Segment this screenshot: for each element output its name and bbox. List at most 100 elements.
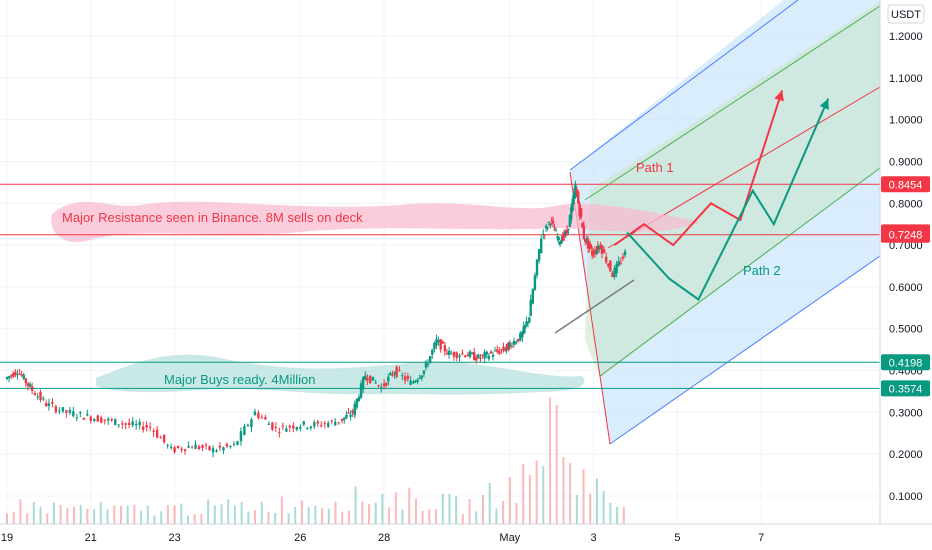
volume-bar bbox=[260, 501, 263, 524]
x-tick-label: 5 bbox=[674, 532, 680, 544]
candle-body bbox=[549, 224, 552, 226]
candle-body bbox=[531, 289, 535, 304]
candle-body bbox=[75, 417, 79, 419]
candle-body bbox=[327, 422, 330, 427]
y-tick-label: 1.2000 bbox=[889, 31, 923, 43]
price-scale-background bbox=[880, 0, 932, 524]
candle-body bbox=[592, 252, 595, 255]
price-tag-label: 0.4198 bbox=[889, 357, 923, 369]
candle-body bbox=[155, 429, 159, 438]
volume-bar bbox=[200, 513, 203, 524]
y-tick-label: 0.9000 bbox=[889, 156, 923, 168]
candle-body bbox=[68, 409, 72, 413]
candle-body bbox=[498, 351, 501, 354]
pitchfork-inner-band bbox=[585, 0, 890, 378]
volume-bar bbox=[582, 468, 585, 524]
candle-body bbox=[236, 441, 239, 445]
price-tag bbox=[881, 226, 930, 243]
candle-body bbox=[575, 189, 579, 195]
candle-body bbox=[190, 447, 194, 449]
candle-body bbox=[560, 239, 563, 244]
volume-bar bbox=[515, 502, 518, 524]
candle-body bbox=[65, 410, 68, 413]
volume-bar bbox=[435, 508, 438, 524]
volume-bar bbox=[542, 465, 545, 524]
candle-body bbox=[208, 446, 211, 451]
currency-badge[interactable] bbox=[887, 4, 925, 24]
candle-body bbox=[349, 414, 352, 417]
candle-body bbox=[611, 272, 614, 277]
candle-body bbox=[609, 260, 612, 272]
candle-body bbox=[540, 238, 543, 254]
candle-body bbox=[107, 418, 110, 421]
volume-bar bbox=[146, 505, 149, 524]
candle-body bbox=[47, 403, 51, 406]
candle-body bbox=[26, 382, 30, 386]
candle-body bbox=[225, 444, 229, 447]
volume-bar bbox=[307, 507, 310, 524]
candle-body bbox=[93, 419, 96, 421]
volume-bar bbox=[207, 499, 210, 524]
price-tag bbox=[881, 354, 930, 371]
candle-body bbox=[535, 259, 539, 276]
candle-body bbox=[100, 417, 103, 423]
candle-body bbox=[232, 443, 236, 445]
candle-body bbox=[353, 403, 356, 416]
path-1-projection bbox=[613, 90, 784, 247]
candle-body bbox=[86, 413, 89, 416]
candle-body bbox=[359, 383, 363, 398]
candle-body bbox=[197, 446, 201, 450]
candle-body bbox=[103, 419, 106, 421]
pitchfork-outer-top bbox=[569, 0, 799, 171]
candle-body bbox=[556, 236, 559, 239]
candle-body bbox=[260, 417, 264, 419]
candle-body bbox=[521, 331, 524, 338]
pitchfork-inner-bottom bbox=[599, 167, 881, 377]
candle-body bbox=[341, 418, 344, 421]
resistance-annotation: Major Resistance seen in Binance. 8M sel… bbox=[62, 210, 363, 225]
volume-bar bbox=[321, 508, 324, 524]
candle-body bbox=[334, 421, 337, 426]
candle-body bbox=[439, 339, 442, 350]
volume-bar bbox=[374, 502, 377, 524]
y-tick-label: 1.1000 bbox=[889, 73, 923, 85]
candle-body bbox=[374, 382, 377, 384]
volume-bar bbox=[488, 483, 491, 524]
candle-body bbox=[389, 372, 392, 375]
candle-body bbox=[54, 406, 58, 413]
candle-body bbox=[138, 421, 141, 426]
candle-body bbox=[271, 422, 274, 430]
candle-body bbox=[169, 446, 173, 448]
volume-bar bbox=[421, 511, 424, 524]
candle-body bbox=[250, 419, 253, 428]
candle-body bbox=[491, 354, 495, 357]
volume-bar bbox=[401, 509, 404, 524]
candle-body bbox=[447, 350, 451, 355]
candle-body bbox=[201, 445, 204, 448]
candle-body bbox=[180, 448, 183, 450]
volume-bar bbox=[428, 509, 431, 524]
volume-bar bbox=[528, 474, 531, 524]
buys-annotation: Major Buys ready. 4Million bbox=[164, 372, 315, 387]
candle-body bbox=[7, 376, 11, 378]
candle-body bbox=[418, 378, 421, 380]
buys-highlight bbox=[96, 354, 585, 395]
candle-body bbox=[145, 425, 148, 428]
candle-body bbox=[558, 241, 562, 245]
y-tick-label: 0.2000 bbox=[889, 449, 923, 461]
y-tick-label: 0.5000 bbox=[889, 324, 923, 336]
candle-body bbox=[313, 422, 316, 427]
candle-body bbox=[455, 352, 458, 358]
candle-body bbox=[514, 342, 518, 344]
candle-body bbox=[487, 355, 491, 360]
candle-body bbox=[416, 379, 419, 382]
volume-bar bbox=[99, 502, 102, 524]
candle-body bbox=[187, 446, 190, 448]
candle-body bbox=[274, 426, 278, 428]
candle-body bbox=[604, 256, 608, 263]
price-tag bbox=[881, 380, 930, 397]
candle-body bbox=[463, 355, 467, 357]
volume-bar bbox=[455, 496, 458, 524]
